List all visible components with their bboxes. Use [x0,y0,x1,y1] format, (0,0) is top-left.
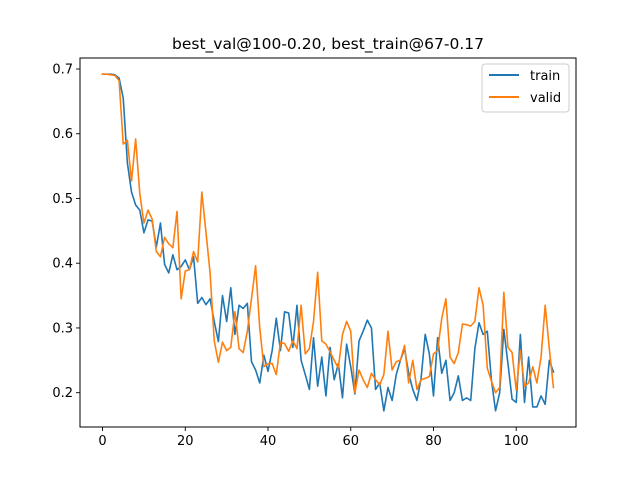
y-tick-label: 0.6 [52,127,73,142]
y-tick-label: 0.7 [52,63,73,78]
series-line-valid [101,73,555,394]
x-tick-label: 0 [98,434,106,449]
y-tick-label: 0.2 [52,386,73,401]
legend: train valid [481,63,570,113]
x-tick-label: 80 [425,434,442,449]
series-layer [101,73,555,412]
legend-label-valid: valid [530,91,561,106]
y-axis: 0.2 0.3 0.4 0.5 0.6 0.7 [52,63,80,401]
y-tick-label: 0.3 [52,321,73,336]
x-tick-label: 40 [260,434,277,449]
y-tick-label: 0.4 [52,257,73,272]
y-tick-label: 0.5 [52,192,73,207]
series-line-train [101,73,555,412]
x-tick-label: 20 [177,434,194,449]
chart-title: best_val@100-0.20, best_train@67-0.17 [172,35,484,54]
plot-area: 0 20 40 60 80 100 0.2 0.3 0.4 0.5 0.6 0.7 [52,57,577,449]
x-tick-label: 60 [342,434,359,449]
legend-label-train: train [530,69,560,84]
x-tick-label: 100 [504,434,529,449]
x-axis: 0 20 40 60 80 100 [98,427,529,449]
axes-frame [79,57,577,428]
